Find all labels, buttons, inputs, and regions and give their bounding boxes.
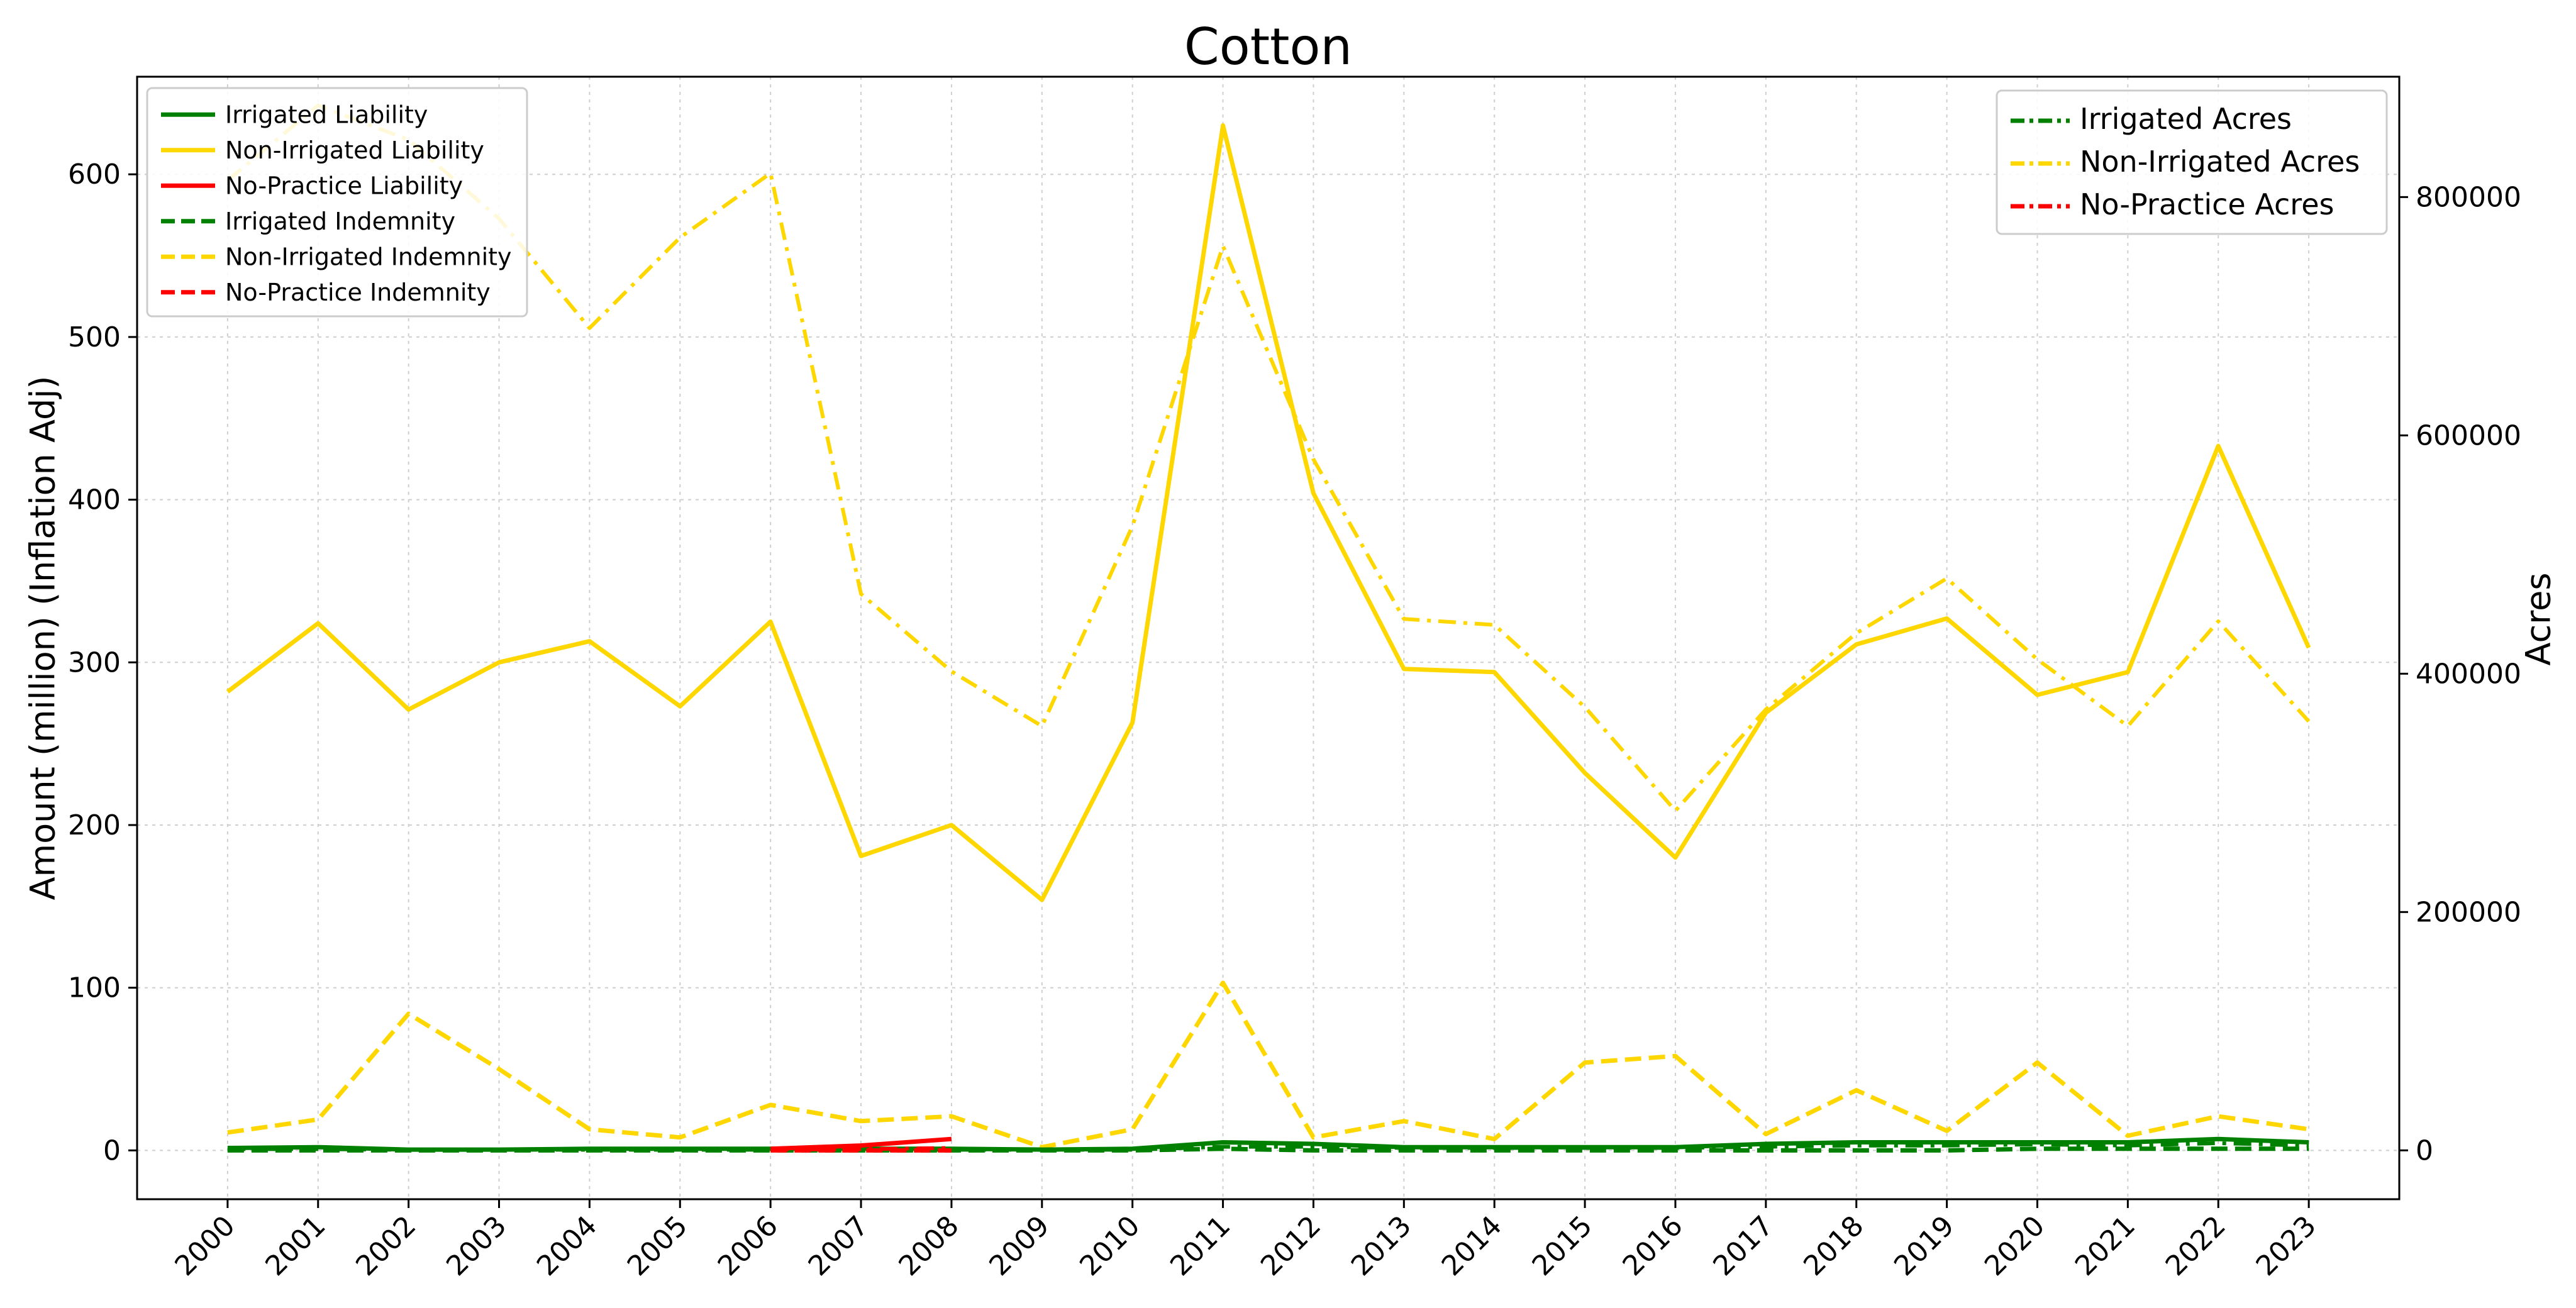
x-tick-label: 2010 — [1074, 1210, 1146, 1282]
y2-tick-label: 200000 — [2416, 896, 2521, 928]
legend-label: Irrigated Liability — [225, 101, 428, 128]
legend-box — [1996, 89, 2388, 235]
x-tick-label: 2023 — [2250, 1210, 2323, 1282]
legend-label: Non-Irrigated Liability — [225, 136, 484, 164]
legend-label: Irrigated Acres — [2080, 102, 2292, 136]
y-tick-label: 0 — [103, 1134, 121, 1167]
legend-label: No-Practice Acres — [2080, 187, 2334, 221]
legend-right: Irrigated Acres Non-Irrigated Acres No-Pra… — [1996, 89, 2388, 235]
y2-tick-label: 800000 — [2416, 181, 2521, 213]
y-axis-label: Amount (million) (Inflation Adj) — [23, 376, 63, 901]
series-line-non-irrigated-acres — [226, 103, 2311, 813]
x-tick-label: 2011 — [1164, 1210, 1236, 1282]
legend-label: Non-Irrigated Acres — [2080, 145, 2360, 179]
y-tick-label: 400 — [68, 484, 121, 516]
x-tick-label: 2006 — [712, 1210, 784, 1282]
y-tick-label: 100 — [68, 972, 121, 1004]
legend-box — [146, 87, 528, 318]
x-tick-label: 2017 — [1707, 1210, 1779, 1282]
x-tick-label: 2004 — [531, 1210, 603, 1282]
x-tick-label: 2019 — [1888, 1210, 1960, 1282]
x-tick-label: 2015 — [1526, 1210, 1599, 1282]
series-line-no-practice-acres — [770, 1146, 952, 1152]
legend-label: Non-Irrigated Indemnity — [225, 243, 512, 270]
x-tick-label: 2022 — [2160, 1210, 2232, 1282]
x-tick-label: 2001 — [259, 1210, 331, 1282]
y2-axis-label: Acres — [2519, 572, 2558, 665]
x-tick-label: 2021 — [2069, 1210, 2141, 1282]
series-line-non-irrigated-liability — [226, 123, 2311, 902]
plot-frame — [136, 75, 2401, 1200]
y2-tick-label: 400000 — [2416, 658, 2521, 690]
grid — [137, 77, 2399, 1199]
series-line-non-irrigated-indemnity — [227, 980, 2309, 1150]
series-line-irrigated-indemnity — [227, 1146, 2309, 1153]
x-tick-label: 2012 — [1255, 1210, 1327, 1282]
series-lines — [226, 103, 2311, 1153]
y2-tick-label: 0 — [2416, 1134, 2433, 1167]
x-tick-label: 2014 — [1436, 1210, 1508, 1282]
x-tick-label: 2009 — [983, 1210, 1055, 1282]
legend-left: Irrigated Liability Non-Irrigated Liabili… — [146, 87, 528, 318]
y-tick-label: 600 — [68, 158, 121, 191]
x-tick-label: 2020 — [1979, 1210, 2051, 1282]
legend-label: No-Practice Indemnity — [225, 279, 491, 306]
x-tick-label: 2007 — [802, 1210, 875, 1282]
y2-tick-label: 600000 — [2416, 419, 2521, 452]
chart-title: Cotton — [1184, 18, 1352, 76]
series-line-no-practice-liability — [770, 1136, 952, 1151]
y-tick-label: 300 — [68, 646, 121, 679]
legend-label: Irrigated Indemnity — [225, 208, 455, 235]
y-tick-label: 500 — [68, 321, 121, 353]
x-tick-label: 2013 — [1345, 1210, 1418, 1282]
x-tick-label: 2000 — [169, 1210, 241, 1282]
x-tick-label: 2005 — [621, 1210, 694, 1282]
x-tick-label: 2003 — [440, 1210, 513, 1282]
x-tick-label: 2016 — [1616, 1210, 1689, 1282]
x-tick-label: 2018 — [1797, 1210, 1870, 1282]
x-tick-label: 2002 — [350, 1210, 422, 1282]
legend-label: No-Practice Liability — [225, 172, 463, 199]
x-tick-label: 2008 — [892, 1210, 965, 1282]
axes: 2000 2001 2002 2003 2004 2005 2006 2007 2008 2009… — [68, 158, 2521, 1282]
y-tick-label: 200 — [68, 809, 121, 841]
